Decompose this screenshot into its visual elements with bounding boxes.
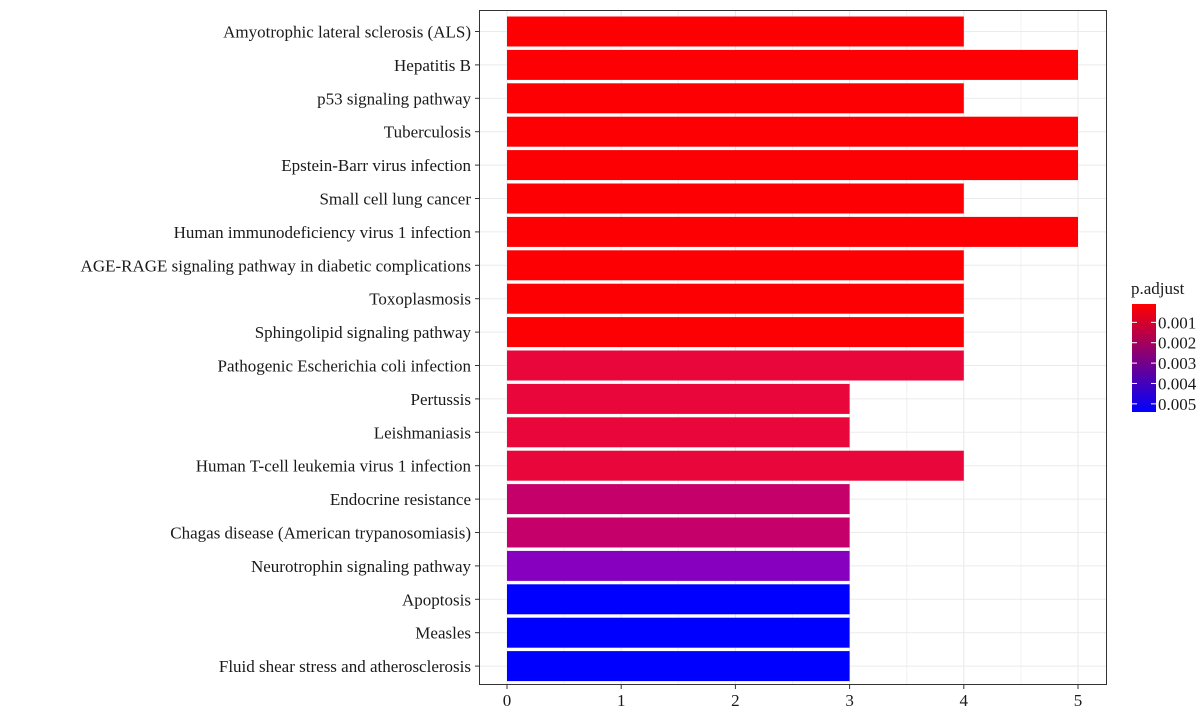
y-tick-label: Human T-cell leukemia virus 1 infection bbox=[196, 457, 472, 476]
bar bbox=[507, 417, 850, 448]
y-tick-label: Pertussis bbox=[411, 390, 471, 409]
y-tick-label: Leishmaniasis bbox=[374, 423, 471, 442]
plot-panel-border bbox=[479, 10, 1107, 685]
bar bbox=[507, 450, 964, 481]
y-tick-label: p53 signaling pathway bbox=[317, 89, 471, 108]
bar bbox=[507, 216, 1078, 247]
legend-colorbar bbox=[1132, 304, 1156, 412]
bar bbox=[507, 49, 1078, 80]
y-tick-label: AGE-RAGE signaling pathway in diabetic c… bbox=[81, 256, 471, 275]
bar bbox=[507, 617, 850, 648]
legend-tick-label: 0.002 bbox=[1158, 334, 1196, 353]
legend-tick-label: 0.005 bbox=[1158, 395, 1196, 414]
y-tick-label: Endocrine resistance bbox=[330, 490, 471, 509]
y-tick-label: Chagas disease (American trypanosomiasis… bbox=[170, 524, 471, 543]
y-tick-label: Amyotrophic lateral sclerosis (ALS) bbox=[223, 23, 471, 42]
x-axis: 0 1 2 3 4 5 bbox=[503, 684, 1083, 710]
bar bbox=[507, 584, 850, 615]
y-tick-label: Sphingolipid signaling pathway bbox=[255, 323, 472, 342]
x-tick-label: 3 bbox=[845, 691, 854, 710]
x-tick-label: 5 bbox=[1074, 691, 1083, 710]
bar bbox=[507, 16, 964, 47]
y-tick-label: Apoptosis bbox=[402, 590, 471, 609]
bar bbox=[507, 283, 964, 314]
bar bbox=[507, 183, 964, 214]
bar bbox=[507, 517, 850, 548]
x-tick-label: 0 bbox=[503, 691, 512, 710]
y-tick-label: Fluid shear stress and atherosclerosis bbox=[219, 657, 471, 676]
x-tick-label: 2 bbox=[731, 691, 740, 710]
y-tick-label: Neurotrophin signaling pathway bbox=[251, 557, 472, 576]
legend-tick-label: 0.004 bbox=[1158, 374, 1197, 393]
y-tick-label: Tuberculosis bbox=[384, 123, 471, 142]
bar bbox=[507, 250, 964, 281]
bar bbox=[507, 651, 850, 682]
x-tick-label: 4 bbox=[960, 691, 969, 710]
y-tick-label: Small cell lung cancer bbox=[319, 190, 471, 209]
y-tick-label: Measles bbox=[415, 624, 471, 643]
bar bbox=[507, 150, 1078, 181]
x-tick-label: 1 bbox=[617, 691, 626, 710]
bar bbox=[507, 350, 964, 381]
y-tick-label: Toxoplasmosis bbox=[369, 290, 471, 309]
y-tick-label: Pathogenic Escherichia coli infection bbox=[218, 357, 472, 376]
bar bbox=[507, 317, 964, 348]
bar bbox=[507, 83, 964, 114]
legend-title: p.adjust bbox=[1131, 279, 1185, 298]
y-tick-label: Human immunodeficiency virus 1 infection bbox=[174, 223, 472, 242]
legend-tick-label: 0.003 bbox=[1158, 354, 1196, 373]
bar bbox=[507, 383, 850, 414]
bars bbox=[507, 16, 1078, 682]
y-tick-label: Epstein-Barr virus infection bbox=[281, 156, 471, 175]
bar bbox=[507, 550, 850, 581]
y-tick-label: Hepatitis B bbox=[394, 56, 471, 75]
y-axis: Amyotrophic lateral sclerosis (ALS) Hepat… bbox=[81, 23, 480, 676]
bar bbox=[507, 484, 850, 515]
legend-tick-label: 0.001 bbox=[1158, 313, 1196, 332]
bar bbox=[507, 116, 1078, 147]
